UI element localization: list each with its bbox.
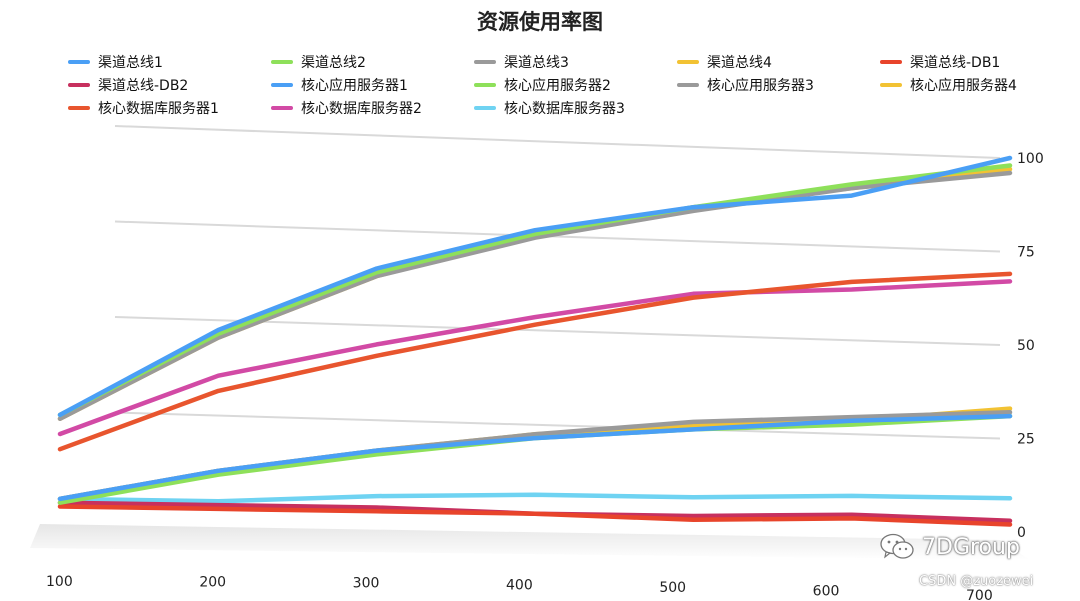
legend-label: 渠道总线-DB2 (98, 78, 189, 94)
series-line (57, 413, 1013, 502)
legend-swatch (880, 60, 902, 64)
x-tick-label: 400 (506, 578, 533, 594)
legend-swatch (474, 60, 496, 64)
legend-label: 渠道总线4 (707, 55, 772, 71)
series-line (57, 413, 1013, 505)
legend-item[interactable]: 核心应用服务器3 (677, 76, 880, 94)
x-tick-label: 100 (46, 574, 73, 590)
legend-item[interactable]: 渠道总线3 (474, 53, 677, 71)
legend-swatch (677, 83, 699, 87)
legend-item[interactable]: 核心应用服务器4 (880, 76, 1080, 94)
legend-label: 渠道总线1 (98, 55, 163, 71)
legend-swatch (474, 106, 496, 110)
legend-item[interactable]: 渠道总线4 (677, 53, 880, 71)
y-axis: 0 25 50 75 100 (1017, 151, 1044, 541)
legend-swatch (880, 83, 902, 87)
x-tick-label: 200 (199, 574, 226, 590)
watermark: 7DGroup (880, 533, 1020, 561)
legend-item[interactable]: 渠道总线-DB1 (880, 53, 1080, 71)
x-tick-label: 600 (813, 584, 840, 600)
series-line (57, 504, 1013, 527)
legend-label: 核心应用服务器1 (301, 78, 408, 94)
x-tick-label: 500 (659, 580, 686, 596)
legend-label: 核心数据库服务器3 (504, 101, 625, 117)
y-tick-label: 75 (1017, 245, 1035, 261)
chart-floor (30, 524, 1030, 560)
chart-series (57, 155, 1013, 527)
series-line (57, 492, 1013, 504)
watermark-credit: CSDN @zuozewei (919, 574, 1034, 589)
x-tick-label: 300 (353, 576, 380, 592)
legend-label: 核心应用服务器4 (910, 78, 1017, 94)
legend-label: 核心数据库服务器2 (301, 101, 422, 117)
legend-swatch (271, 83, 293, 87)
legend-swatch (677, 60, 699, 64)
legend-item[interactable]: 渠道总线1 (68, 53, 271, 71)
gridline (114, 220, 1001, 253)
legend-swatch (68, 83, 90, 87)
x-tick-label: 700 (966, 588, 993, 601)
x-axis: 100 200 300 400 500 600 700 (46, 574, 993, 601)
legend-label: 渠道总线2 (301, 55, 366, 71)
legend-label: 核心应用服务器2 (504, 78, 611, 94)
legend-item[interactable]: 核心数据库服务器2 (271, 99, 474, 117)
series-line (57, 155, 1013, 418)
legend-label: 核心应用服务器3 (707, 78, 814, 94)
legend-item[interactable]: 核心数据库服务器3 (474, 99, 677, 117)
legend-swatch (271, 60, 293, 64)
series-line (57, 163, 1013, 418)
legend-item[interactable]: 渠道总线-DB2 (68, 76, 271, 94)
y-tick-label: 50 (1017, 338, 1035, 354)
legend-swatch (68, 60, 90, 64)
chart-floor-shading (30, 524, 1030, 560)
chart-legend: 渠道总线1 渠道总线2 渠道总线3 渠道总线4 渠道总线-DB1 渠道总线-DB2 核心应用… (68, 53, 1068, 117)
legend-item[interactable]: 核心应用服务器1 (271, 76, 474, 94)
legend-label: 渠道总线-DB1 (910, 55, 1001, 71)
y-tick-label: 0 (1017, 525, 1026, 541)
legend-label: 渠道总线3 (504, 55, 569, 71)
legend-item[interactable]: 核心数据库服务器1 (68, 99, 271, 117)
series-line (57, 279, 1013, 437)
gridline (114, 411, 1001, 440)
series-line (57, 271, 1013, 452)
series-line (57, 170, 1013, 421)
chart-title: 资源使用率图 (477, 10, 603, 34)
legend-swatch (271, 106, 293, 110)
legend-item[interactable]: 核心应用服务器2 (474, 76, 677, 94)
legend-label: 核心数据库服务器1 (98, 101, 219, 117)
legend-swatch (68, 106, 90, 110)
y-tick-label: 100 (1017, 151, 1044, 167)
legend-swatch (474, 83, 496, 87)
watermark-text: 7DGroup (922, 534, 1020, 560)
y-tick-label: 25 (1017, 432, 1035, 448)
wechat-icon (880, 533, 914, 559)
gridline (114, 125, 1001, 159)
legend-item[interactable]: 渠道总线2 (271, 53, 474, 71)
